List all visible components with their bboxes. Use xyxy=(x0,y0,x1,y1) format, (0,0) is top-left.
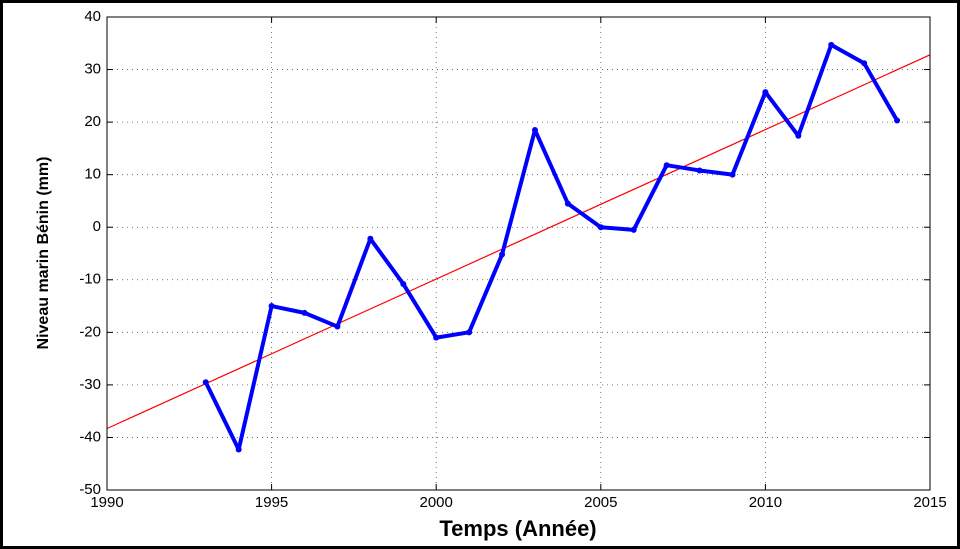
data-point xyxy=(466,329,473,336)
data-point xyxy=(235,446,242,453)
plot-area xyxy=(107,17,930,490)
y-tick-label: -10 xyxy=(79,271,101,288)
y-tick-label: -20 xyxy=(79,323,101,340)
y-axis-label: Niveau marin Bénin (mm) xyxy=(35,157,52,350)
data-point xyxy=(762,89,769,96)
y-tick-label: -50 xyxy=(79,481,101,498)
y-tick-label: 10 xyxy=(84,166,101,183)
data-point xyxy=(663,162,670,169)
y-tick-label: 30 xyxy=(84,61,101,78)
data-point xyxy=(202,379,209,386)
data-line xyxy=(203,42,899,452)
y-tick-label: -40 xyxy=(79,428,101,445)
x-axis-label: Temps (Année) xyxy=(439,516,596,541)
x-tick-label: 2010 xyxy=(749,494,782,511)
data-point xyxy=(696,167,703,174)
data-point xyxy=(367,235,374,242)
plot-border xyxy=(106,16,931,491)
x-tick-label: 1990 xyxy=(90,494,123,511)
data-point xyxy=(433,334,440,341)
data-point xyxy=(334,323,341,330)
data-point xyxy=(729,171,736,178)
y-tick-label: 0 xyxy=(93,218,101,235)
data-point xyxy=(564,200,571,207)
data-point xyxy=(597,224,604,231)
data-point xyxy=(795,132,802,139)
data-point xyxy=(400,280,407,287)
y-tick-label: -30 xyxy=(79,376,101,393)
y-tick-label: 40 xyxy=(84,8,101,25)
data-point xyxy=(268,303,275,310)
data-point xyxy=(531,126,538,133)
y-tick-label: 20 xyxy=(84,113,101,130)
x-tick-label: 2005 xyxy=(584,494,617,511)
data-point xyxy=(894,117,901,124)
x-tick-label: 1995 xyxy=(255,494,288,511)
data-point xyxy=(828,41,835,48)
data-point xyxy=(861,60,868,67)
trend-line xyxy=(106,54,931,430)
data-point xyxy=(630,226,637,233)
x-tick-label: 2000 xyxy=(420,494,453,511)
data-point xyxy=(499,251,506,258)
x-tick-label: 2015 xyxy=(913,494,946,511)
data-point xyxy=(301,309,308,316)
